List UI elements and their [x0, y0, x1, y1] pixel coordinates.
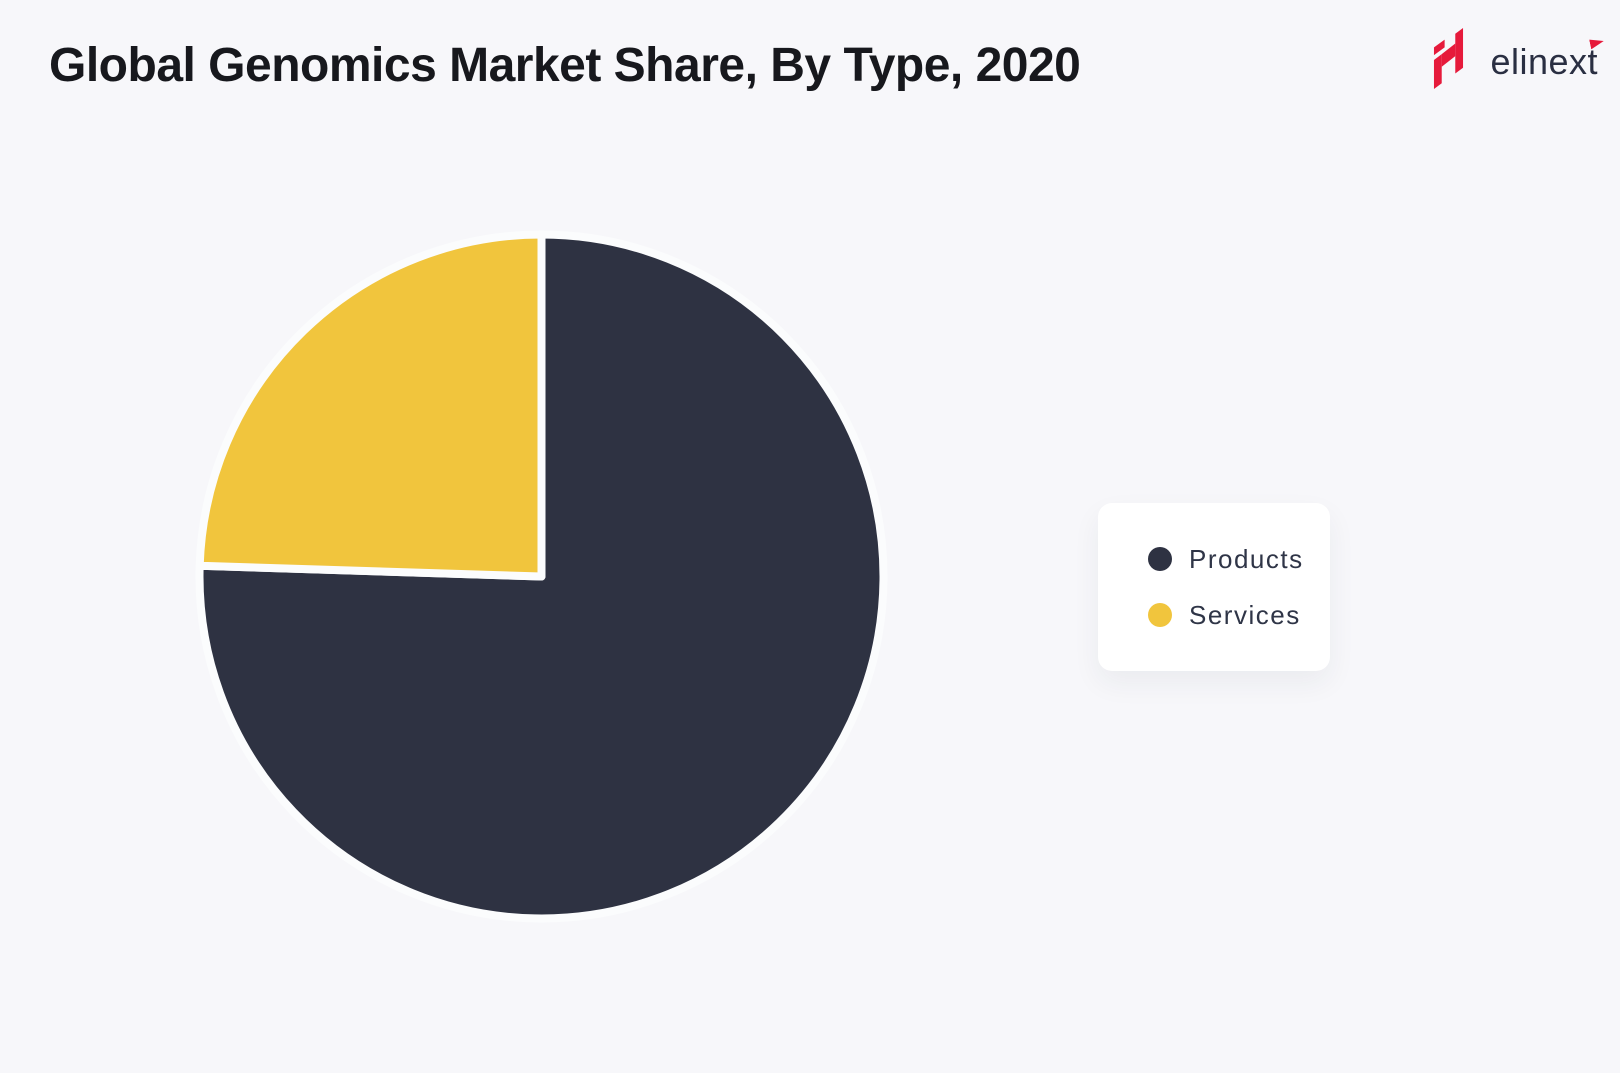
elinext-logo: elinext	[1433, 27, 1598, 89]
legend-label-services: Services	[1189, 599, 1301, 630]
elinext-logo-text: elinext	[1490, 36, 1598, 80]
legend-card: Products Services	[1098, 503, 1330, 671]
elinext-logo-icon	[1434, 27, 1464, 89]
pie-slice-services[interactable]	[195, 230, 546, 581]
page-title: Global Genomics Market Share, By Type, 2…	[49, 39, 1081, 92]
legend-label-products: Products	[1189, 543, 1304, 574]
products-swatch-icon	[1148, 547, 1172, 571]
elinext-logo-label: elinext	[1490, 41, 1598, 82]
pie-chart	[195, 230, 888, 923]
services-swatch-icon	[1148, 603, 1172, 627]
legend-item-products[interactable]: Products	[1148, 544, 1330, 575]
legend-item-services[interactable]: Services	[1148, 600, 1330, 631]
